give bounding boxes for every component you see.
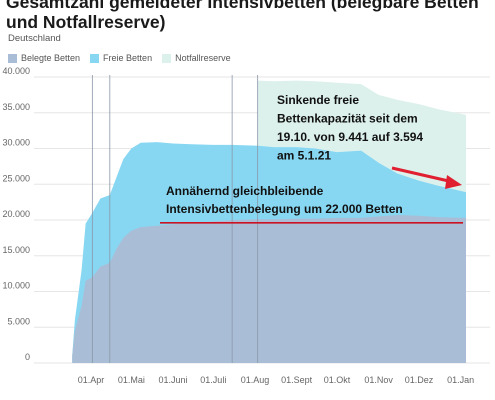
annotation-free-capacity-line: Bettenkapazität seit dem [277, 112, 418, 126]
x-tick-label: 01.Aug [241, 375, 270, 385]
legend-label-frei: Freie Betten [103, 53, 153, 63]
y-tick-label: 40.000 [2, 66, 30, 76]
x-tick-label: 01.Okt [324, 375, 351, 385]
chart-legend: Belegte Betten Freie Betten Notfallreser… [8, 53, 231, 63]
area-notfallreserve [257, 80, 466, 193]
annotation-arrow-shaft [391, 166, 454, 184]
annotation-free-capacity-line: am 5.1.21 [277, 149, 331, 163]
y-tick-label: 0 [25, 352, 30, 362]
y-tick-label: 30.000 [2, 138, 30, 148]
chart-subtitle: Deutschland [8, 33, 61, 44]
x-tick-label: 01.Juli [200, 375, 226, 385]
legend-swatch-frei [90, 53, 100, 63]
legend-item-frei[interactable]: Freie Betten [90, 53, 152, 63]
annotation-arrow-head [445, 175, 462, 189]
y-tick-label: 20.000 [2, 209, 30, 219]
x-tick-label: 01.Mai [118, 375, 145, 385]
y-tick-label: 15.000 [2, 245, 30, 255]
x-tick-label: 01.Sept [281, 375, 313, 385]
chart-title: Gesamtzahl gemeldeter Intensivbetten (be… [6, 0, 492, 32]
x-tick-label: 01.Dez [405, 375, 434, 385]
legend-label-belegt: Belegte Betten [21, 53, 81, 63]
legend-item-belegt[interactable]: Belegte Betten [8, 53, 80, 63]
x-tick-label: 01.Jan [447, 375, 474, 385]
x-tick-label: 01.Nov [364, 375, 393, 385]
x-tick-label: 01.Apr [78, 375, 105, 385]
y-tick-label: 25.000 [2, 173, 30, 183]
annotation-occupancy-line: Annähernd gleichbleibende [166, 184, 324, 198]
y-tick-label: 5.000 [7, 316, 30, 326]
annotation-occupancy-line: Intensivbettenbelegung um 22.000 Betten [166, 202, 403, 216]
legend-item-reserve[interactable]: Notfallreserve [162, 53, 231, 63]
legend-label-reserve: Notfallreserve [175, 53, 231, 63]
chart-title-line-2: und Notfallreserve) [6, 12, 166, 32]
legend-swatch-belegt [8, 53, 17, 63]
y-tick-label: 35.000 [2, 102, 30, 112]
annotation-free-capacity-line: Sinkende freie [277, 93, 359, 107]
x-tick-label: 01.Juni [158, 375, 187, 385]
y-tick-label: 10.000 [2, 281, 30, 291]
legend-swatch-reserve [162, 53, 172, 63]
annotation-free-capacity-line: 19.10. von 9.441 auf 3.594 [277, 130, 423, 144]
chart-title-line-1: Gesamtzahl gemeldeter Intensivbetten (be… [6, 0, 479, 12]
area-belegte-betten [72, 214, 466, 363]
